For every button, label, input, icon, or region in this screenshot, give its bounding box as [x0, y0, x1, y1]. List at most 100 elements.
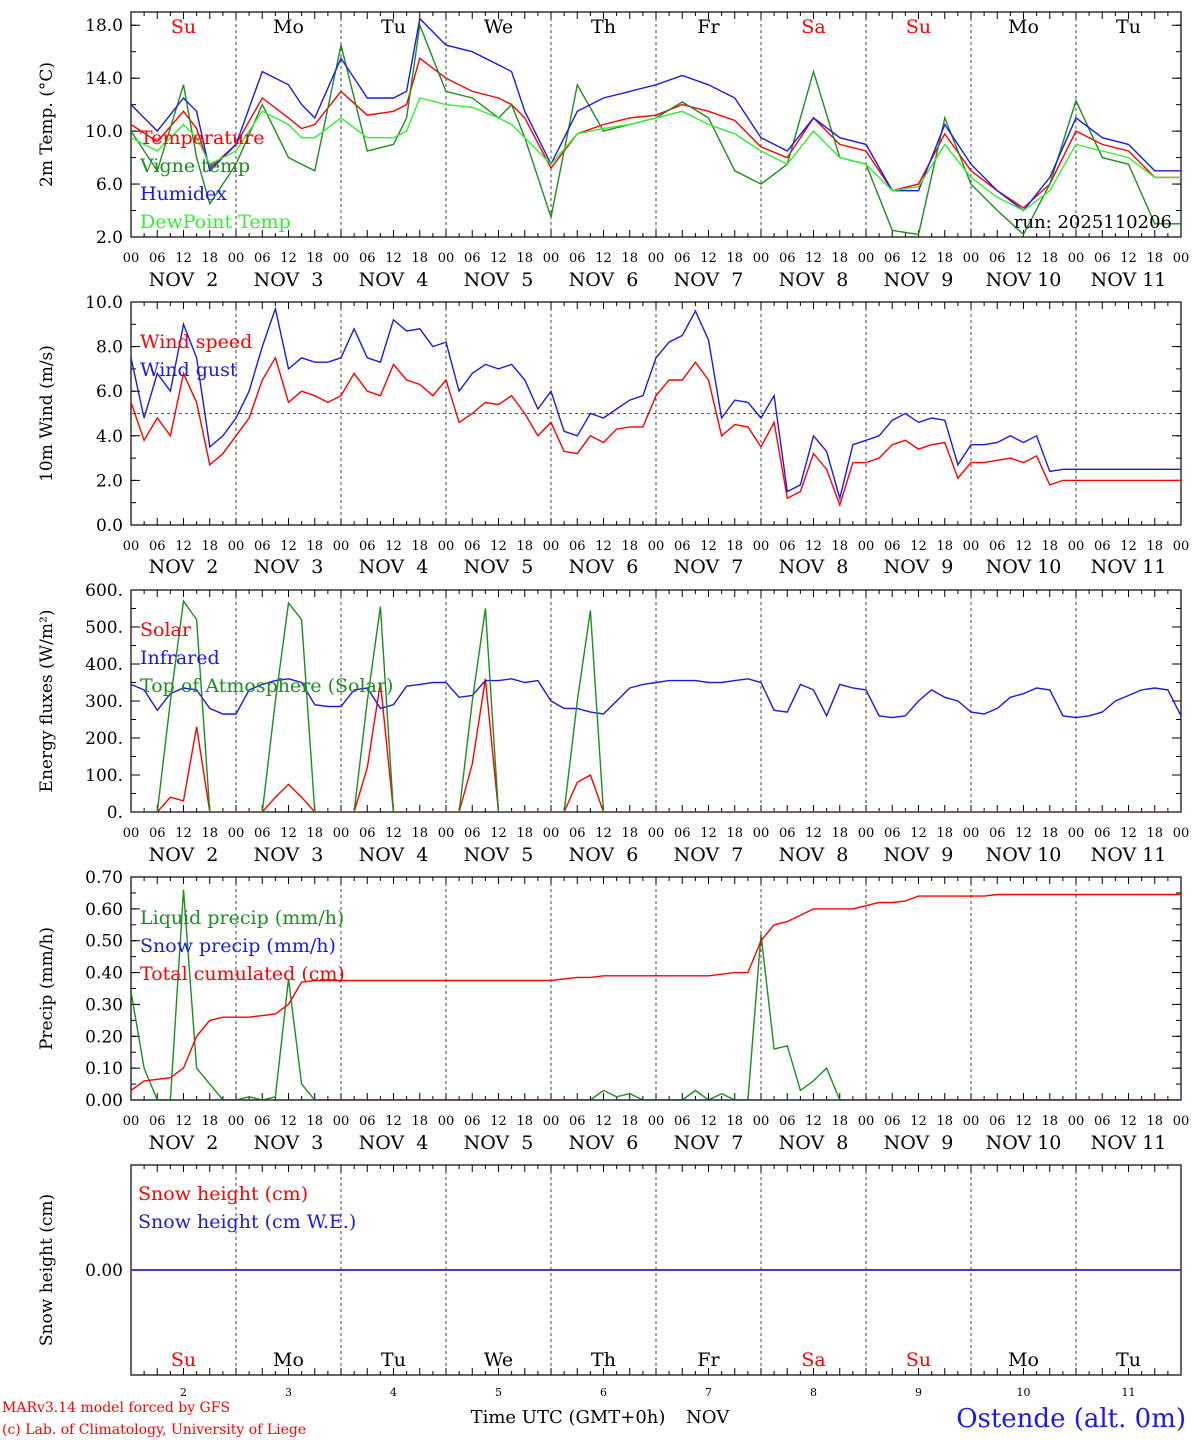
wind-hour-tick-label: 00: [753, 539, 770, 554]
wind-hour-tick-label: 18: [726, 539, 743, 554]
temperature-hour-tick-label: 00: [1068, 251, 1085, 266]
wind-date-label: NOV 4: [359, 556, 429, 578]
wind-y-tick-label: 2.0: [96, 471, 123, 491]
wind-date-label: NOV 10: [986, 556, 1062, 578]
temperature-legend-entry: Temperature: [140, 127, 264, 149]
energy-date-label: NOV 2: [149, 844, 219, 866]
energy-date-label: NOV 10: [986, 844, 1062, 866]
snow-y-axis-label: Snow height (cm): [37, 1194, 57, 1346]
precip-hour-tick-label: 12: [700, 1114, 717, 1129]
day-name-top: Tu: [1116, 16, 1141, 38]
wind-hour-tick-label: 06: [359, 539, 376, 554]
wind-hour-tick-label: 12: [385, 539, 402, 554]
wind-hour-tick-label: 12: [280, 539, 297, 554]
energy-hour-tick-label: 06: [779, 826, 796, 841]
energy-hour-tick-label: 12: [1015, 826, 1032, 841]
energy-y-tick-label: 500.: [85, 618, 123, 638]
snow-y-tick-label: 0.00: [85, 1261, 123, 1281]
wind-hour-tick-label: 12: [805, 539, 822, 554]
wind-date-label: NOV 5: [464, 556, 534, 578]
day-name-top: Su: [171, 16, 196, 38]
precip-legend-entry: Snow precip (mm/h): [140, 935, 336, 957]
temperature-hour-tick-label: 18: [201, 251, 218, 266]
temperature-hour-tick-label: 00: [858, 251, 875, 266]
temperature-y-tick-label: 10.0: [85, 122, 123, 142]
precip-hour-tick-label: 06: [149, 1114, 166, 1129]
precip-y-tick-label: 0.10: [85, 1059, 123, 1079]
temperature-y-tick-label: 14.0: [85, 69, 123, 89]
temperature-date-label: NOV 8: [779, 269, 849, 291]
precip-date-label: NOV 7: [674, 1132, 744, 1154]
precip-y-tick-label: 0.00: [85, 1091, 123, 1111]
energy-hour-tick-label: 18: [1146, 826, 1163, 841]
temperature-hour-tick-label: 18: [726, 251, 743, 266]
energy-hour-tick-label: 06: [149, 826, 166, 841]
precip-hour-tick-label: 00: [858, 1114, 875, 1129]
energy-y-tick-label: 300.: [85, 692, 123, 712]
wind-hour-tick-label: 18: [1146, 539, 1163, 554]
day-name-bottom: Su: [171, 1349, 196, 1371]
temperature-legend-entry: Humidex: [140, 183, 227, 205]
wind-hour-tick-label: 06: [464, 539, 481, 554]
temperature-hour-tick-label: 12: [700, 251, 717, 266]
temperature-hour-tick-label: 18: [1146, 251, 1163, 266]
energy-hour-tick-label: 00: [858, 826, 875, 841]
temperature-legend-entry: Vigne temp: [139, 155, 250, 177]
day-number-bottom: 3: [285, 1386, 292, 1399]
precip-hour-tick-label: 12: [1015, 1114, 1032, 1129]
wind-y-tick-label: 6.0: [96, 382, 123, 402]
energy-hour-tick-label: 12: [280, 826, 297, 841]
temperature-date-label: NOV 11: [1091, 269, 1167, 291]
temperature-hour-tick-label: 18: [306, 251, 323, 266]
temperature-y-tick-label: 18.0: [85, 16, 123, 36]
temperature-hour-tick-label: 18: [411, 251, 428, 266]
panel-energy: 0. 100. 200. 300. 400. 500. 600. Energy fluxes …: [37, 581, 1189, 866]
temperature-hour-tick-label: 00: [333, 251, 350, 266]
precip-hour-tick-label: 06: [359, 1114, 376, 1129]
temperature-date-label: NOV 4: [359, 269, 429, 291]
wind-hour-tick-label: 18: [201, 539, 218, 554]
precip-y-tick-label: 0.20: [85, 1027, 123, 1047]
wind-date-label: NOV 9: [884, 556, 954, 578]
day-name-bottom: Tu: [1116, 1349, 1141, 1371]
precip-date-label: NOV 9: [884, 1132, 954, 1154]
precip-hour-tick-label: 18: [1041, 1114, 1058, 1129]
wind-date-label: NOV 8: [779, 556, 849, 578]
precip-hour-tick-label: 00: [333, 1114, 350, 1129]
energy-hour-tick-label: 00: [333, 826, 350, 841]
temperature-y-tick-label: 2.0: [96, 228, 123, 248]
temperature-date-label: NOV 5: [464, 269, 534, 291]
temperature-hour-tick-label: 12: [1015, 251, 1032, 266]
wind-hour-tick-label: 18: [936, 539, 953, 554]
temperature-hour-tick-label: 06: [569, 251, 586, 266]
temperature-run-annotation: run: 2025110206: [1014, 212, 1172, 233]
wind-legend-entry: Wind gust: [140, 359, 238, 381]
wind-hour-tick-label: 00: [1173, 539, 1190, 554]
precip-hour-tick-label: 00: [648, 1114, 665, 1129]
temperature-hour-tick-label: 06: [149, 251, 166, 266]
energy-series-solar: [131, 678, 1181, 812]
precip-hour-tick-label: 18: [621, 1114, 638, 1129]
energy-hour-tick-label: 18: [936, 826, 953, 841]
day-name-top: Su: [906, 16, 931, 38]
precip-y-tick-label: 0.50: [85, 932, 123, 952]
energy-hour-tick-label: 06: [464, 826, 481, 841]
wind-hour-tick-label: 12: [910, 539, 927, 554]
wind-y-tick-label: 8.0: [96, 338, 123, 358]
day-name-bottom: Tu: [381, 1349, 406, 1371]
wind-hour-tick-label: 12: [1120, 539, 1137, 554]
wind-hour-tick-label: 00: [438, 539, 455, 554]
precip-legend-entry: Liquid precip (mm/h): [140, 907, 344, 929]
energy-date-label: NOV 3: [254, 844, 324, 866]
wind-hour-tick-label: 00: [858, 539, 875, 554]
day-name-top: Mo: [273, 16, 304, 38]
day-number-bottom: 2: [180, 1386, 187, 1399]
panel-wind: 0.0 2.0 4.0 6.0 8.0 10.0 10m Wind (m/s) Wind sp…: [37, 293, 1189, 578]
precip-legend-entry: Total cumulated (cm): [140, 963, 345, 985]
snow-legend-entry: Snow height (cm): [138, 1183, 308, 1205]
wind-hour-tick-label: 00: [333, 539, 350, 554]
precip-y-tick-label: 0.70: [85, 868, 123, 888]
energy-series-top-of-atmosphere-solar-: [131, 599, 1181, 812]
energy-hour-tick-label: 00: [1068, 826, 1085, 841]
